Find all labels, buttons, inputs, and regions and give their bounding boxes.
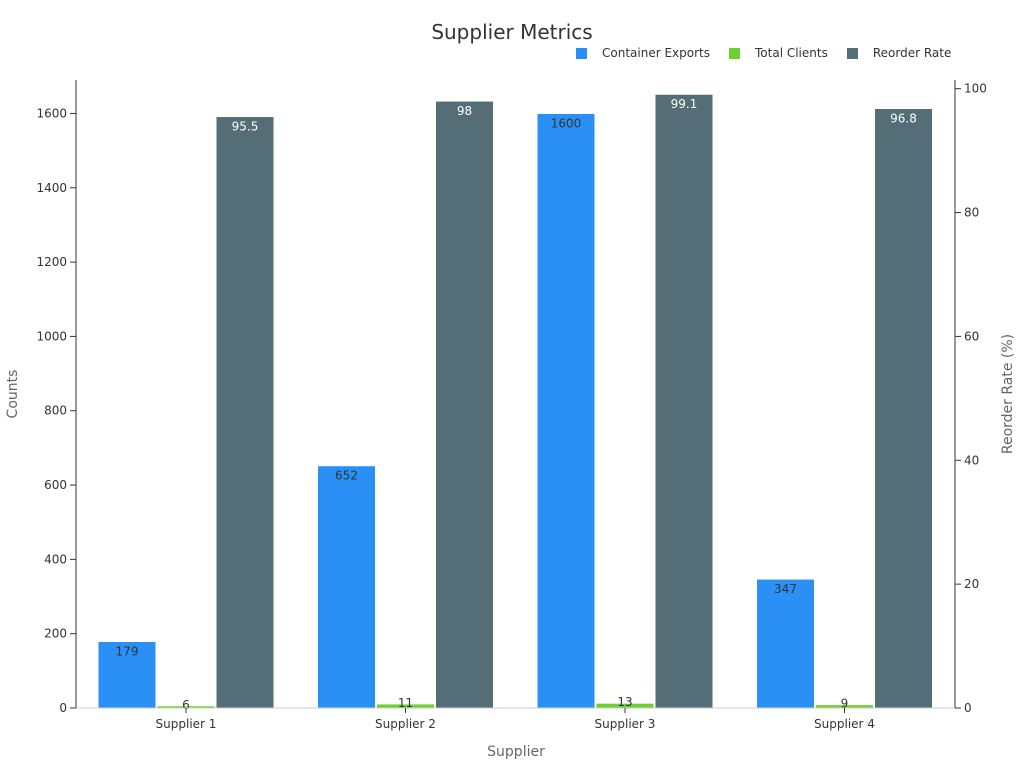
left-tick-label: 1000 bbox=[36, 329, 67, 343]
left-tick-label: 600 bbox=[44, 478, 67, 492]
bar-container-exports bbox=[317, 465, 376, 709]
legend-label: Container Exports bbox=[602, 46, 710, 60]
right-tick-label: 40 bbox=[964, 453, 979, 467]
bar-value-label: 9 bbox=[841, 697, 849, 711]
bar-container-exports bbox=[536, 112, 596, 709]
x-tick-label: Supplier 1 bbox=[156, 717, 217, 731]
legend: Container Exports Total Clients Reorder … bbox=[576, 45, 951, 61]
bar-labels-group: 179 6 95.5 652 11 98 1600 13 99.1 347 9 96.8 bbox=[116, 97, 917, 712]
bar-value-label: 11 bbox=[398, 696, 413, 710]
right-tick-label: 80 bbox=[964, 206, 979, 220]
legend-label: Total Clients bbox=[755, 46, 828, 60]
bar-value-label: 652 bbox=[335, 469, 358, 483]
right-tick-label: 0 bbox=[964, 701, 972, 715]
bar-reorder-rate bbox=[654, 93, 714, 709]
bar-value-label: 95.5 bbox=[232, 120, 259, 134]
legend-swatch bbox=[576, 47, 587, 59]
bar-value-label: 1600 bbox=[551, 116, 582, 130]
bar-value-label: 96.8 bbox=[890, 111, 917, 125]
legend-label: Reorder Rate bbox=[872, 46, 952, 60]
right-axis-ticks: 0 20 40 60 80 100 bbox=[955, 82, 987, 715]
left-tick-label: 400 bbox=[44, 552, 67, 566]
chart-title: Supplier Metrics bbox=[431, 20, 593, 44]
bars-group bbox=[97, 93, 933, 709]
left-tick-label: 1200 bbox=[36, 255, 67, 269]
left-tick-label: 1600 bbox=[36, 106, 67, 120]
bar-value-label: 99.1 bbox=[671, 97, 698, 111]
bar-reorder-rate bbox=[215, 116, 275, 709]
bar-value-label: 13 bbox=[617, 695, 632, 709]
bar-value-label: 98 bbox=[457, 104, 472, 118]
right-tick-label: 60 bbox=[964, 329, 979, 343]
legend-swatch bbox=[846, 47, 858, 59]
x-tick-label: Supplier 2 bbox=[375, 717, 436, 731]
x-tick-label: Supplier 3 bbox=[595, 717, 656, 731]
left-tick-label: 200 bbox=[44, 627, 67, 641]
right-tick-label: 100 bbox=[964, 82, 987, 96]
bar-reorder-rate bbox=[874, 107, 933, 709]
bar-container-exports bbox=[756, 578, 815, 709]
x-tick-label: Supplier 4 bbox=[814, 717, 875, 731]
y-axis-title: Counts bbox=[5, 370, 21, 419]
left-axis-ticks: 0 200 400 600 800 1000 1200 1400 1600 bbox=[36, 106, 76, 715]
bar-value-label: 347 bbox=[774, 582, 797, 596]
bar-container-exports bbox=[97, 640, 157, 709]
legend-swatch bbox=[729, 47, 740, 59]
x-axis-ticks: Supplier 1 Supplier 2 Supplier 3 Supplier 4 bbox=[156, 708, 875, 731]
legend-item-container-exports[interactable]: Container Exports bbox=[576, 46, 710, 60]
bar-reorder-rate bbox=[435, 100, 494, 709]
legend-item-total-clients[interactable]: Total Clients bbox=[729, 46, 828, 60]
left-tick-label: 1400 bbox=[36, 181, 67, 195]
left-tick-label: 0 bbox=[59, 701, 67, 715]
right-tick-label: 20 bbox=[964, 577, 979, 591]
x-axis-title: Supplier bbox=[487, 744, 545, 760]
legend-item-reorder-rate[interactable]: Reorder Rate bbox=[846, 46, 952, 60]
bar-value-label: 6 bbox=[182, 698, 190, 712]
y2-axis-title: Reorder Rate (%) bbox=[1000, 334, 1016, 454]
bar-value-label: 179 bbox=[116, 644, 139, 658]
left-tick-label: 800 bbox=[44, 404, 67, 418]
